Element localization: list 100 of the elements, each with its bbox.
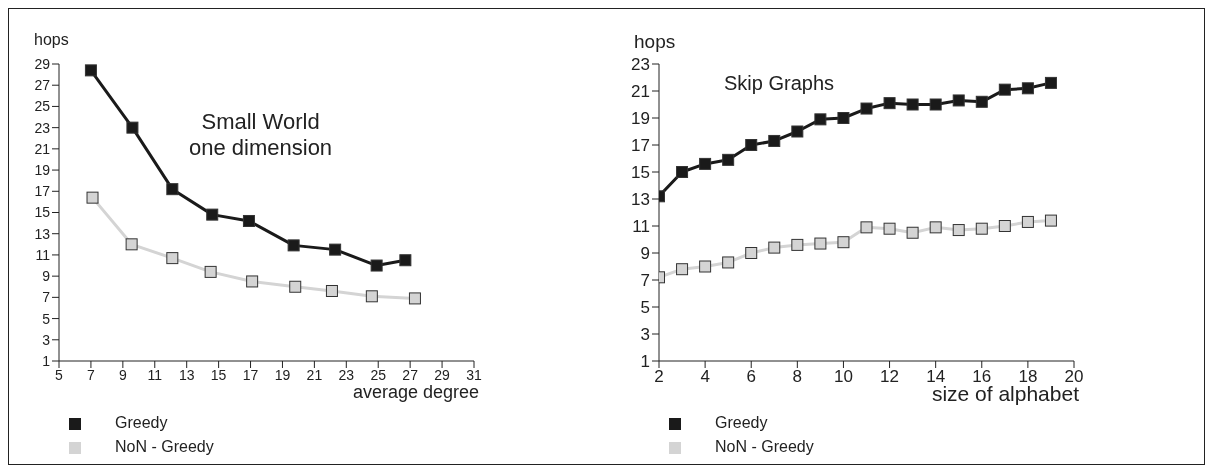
x-tick-label: 11 <box>147 366 163 383</box>
point <box>399 254 412 267</box>
point <box>837 236 850 249</box>
point <box>791 125 804 138</box>
legend-label: Greedy <box>715 414 768 431</box>
x-tick-label: 8 <box>792 367 803 387</box>
x-tick-label: 27 <box>402 366 419 383</box>
point <box>722 256 735 269</box>
x-axis-title: average degree <box>352 382 479 403</box>
point <box>204 265 217 278</box>
y-tick-label: 27 <box>34 77 51 94</box>
point <box>370 259 383 272</box>
y-tick-label: 3 <box>640 325 650 345</box>
y-tick-label: 11 <box>35 246 51 263</box>
x-tick-label: 2 <box>654 367 664 387</box>
x-tick-label: 25 <box>370 366 387 383</box>
point <box>365 290 378 303</box>
y-tick-label: 9 <box>640 244 650 264</box>
point <box>745 247 758 259</box>
point <box>1021 215 1034 228</box>
point <box>952 94 965 107</box>
x-tick-label: 10 <box>833 367 853 387</box>
x-tick-label: 31 <box>466 366 482 383</box>
point <box>975 95 988 108</box>
x-tick-label: 12 <box>880 367 900 387</box>
point <box>289 280 302 293</box>
point <box>906 226 919 239</box>
point <box>791 238 804 251</box>
point <box>329 243 342 256</box>
point <box>745 139 758 151</box>
point <box>206 208 219 221</box>
y-tick-label: 13 <box>34 225 51 242</box>
y-tick-label: 29 <box>34 55 51 72</box>
point <box>906 98 919 111</box>
legend-label: NoN - Greedy <box>115 438 214 455</box>
point <box>768 134 781 147</box>
x-tick-label: 7 <box>87 366 96 383</box>
x-tick-label: 19 <box>274 366 291 383</box>
point <box>722 153 735 166</box>
point <box>246 275 259 288</box>
y-tick-label: 11 <box>632 217 650 237</box>
point <box>998 83 1011 96</box>
point <box>699 157 712 170</box>
y-tick-label: 19 <box>631 109 650 129</box>
point <box>126 121 139 134</box>
point <box>929 221 942 234</box>
point <box>1044 76 1057 89</box>
y-tick-label: 1 <box>42 352 51 369</box>
y-tick-label: 17 <box>34 183 51 200</box>
point <box>952 224 965 237</box>
point <box>929 98 942 111</box>
y-tick-label: 5 <box>640 298 650 318</box>
y-tick-label: 17 <box>631 136 650 156</box>
y-tick-label: 7 <box>42 289 51 306</box>
y-tick-label: 21 <box>631 82 650 102</box>
x-tick-label: 23 <box>338 366 355 383</box>
point <box>699 260 712 273</box>
point <box>325 284 338 297</box>
x-tick-label: 29 <box>434 366 451 383</box>
point <box>676 166 689 178</box>
point <box>860 221 873 234</box>
y-tick-label: 13 <box>631 190 650 210</box>
y-tick-label: 19 <box>34 162 51 179</box>
x-tick-label: 17 <box>242 366 259 383</box>
point <box>860 102 873 115</box>
y-tick-label: 7 <box>640 271 650 291</box>
text: Small World <box>200 109 321 136</box>
legend-label: NoN - Greedy <box>715 438 814 455</box>
point <box>166 252 179 265</box>
x-tick-label: 4 <box>700 367 710 387</box>
point <box>1044 214 1057 227</box>
y-tick-label: 9 <box>42 268 51 285</box>
y-tick-label: 15 <box>631 163 650 183</box>
x-tick-label: 15 <box>210 366 227 383</box>
chart-title: Skip Graphs <box>724 71 835 95</box>
point <box>837 112 850 124</box>
y-tick-label: 21 <box>34 140 51 157</box>
y-tick-label: 23 <box>34 119 51 136</box>
y-tick-label: 25 <box>34 98 51 115</box>
point <box>883 222 896 235</box>
point <box>125 238 138 251</box>
point <box>242 214 255 227</box>
point <box>287 239 300 252</box>
point <box>814 237 827 250</box>
point <box>86 191 99 204</box>
x-tick-label: 21 <box>306 366 323 383</box>
y-axis-title: hops <box>634 31 676 53</box>
point <box>768 241 781 254</box>
y-axis-title: hops <box>34 31 69 49</box>
point <box>84 64 97 77</box>
y-tick-label: 1 <box>640 352 650 372</box>
point <box>883 97 896 110</box>
point <box>998 220 1011 232</box>
point <box>975 222 988 235</box>
point <box>1021 82 1034 95</box>
point <box>166 183 179 196</box>
y-tick-label: 15 <box>34 204 51 221</box>
point <box>408 292 421 305</box>
point <box>814 113 827 126</box>
legend-label: Greedy <box>115 414 168 431</box>
